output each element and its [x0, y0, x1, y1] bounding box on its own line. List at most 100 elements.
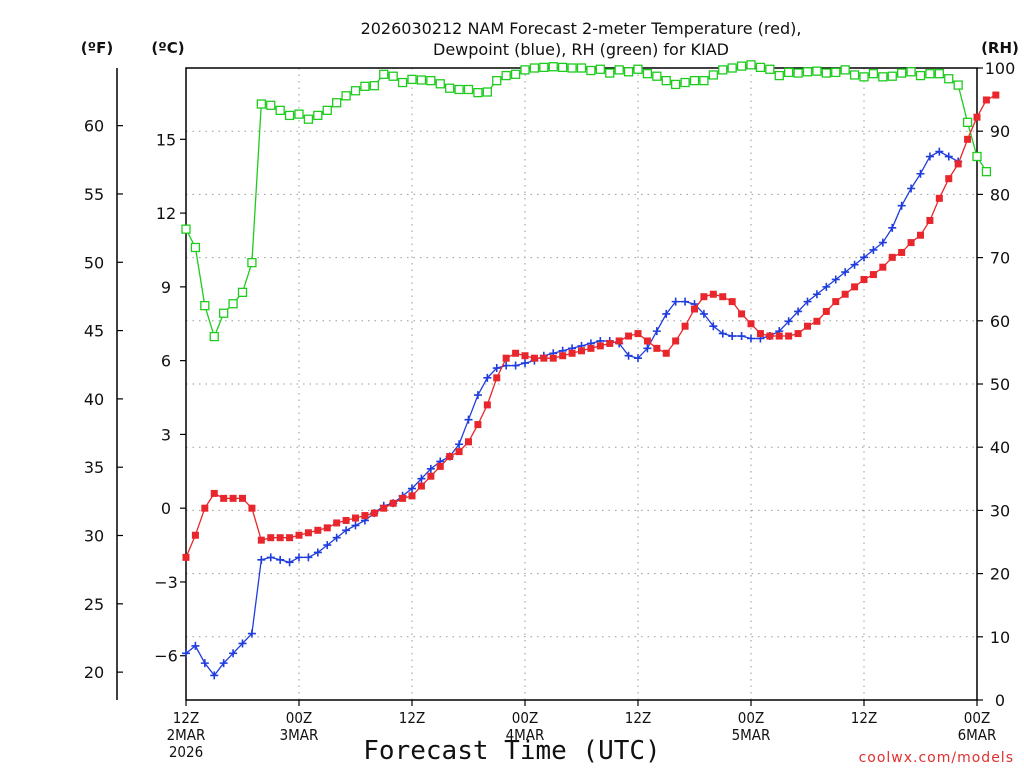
dewpoint-point: [313, 548, 322, 557]
x-tick-label: 12Z: [625, 709, 651, 727]
dewpoint-point: [191, 641, 200, 650]
dewpoint-point: [276, 555, 285, 564]
dewpoint-point: [841, 268, 850, 277]
rh-point: [492, 75, 502, 86]
temperature-point: [625, 332, 633, 340]
rh-point: [209, 331, 219, 342]
chart-title-line-1: 2026030212 NAM Forecast 2-meter Temperat…: [361, 19, 802, 38]
rh-point: [322, 105, 332, 115]
credit-label: coolwx.com/models: [859, 750, 1014, 766]
temperature-point: [813, 317, 821, 325]
dewpoint-point: [784, 317, 793, 326]
dewpoint-point: [483, 373, 492, 382]
rh-point: [576, 63, 587, 73]
x-tick-label: 12Z: [399, 709, 425, 727]
grid-lines: [186, 68, 977, 700]
dewpoint-point: [944, 152, 953, 161]
temperature-point: [427, 472, 435, 480]
temperature-point: [512, 349, 520, 357]
rh-point: [784, 67, 794, 78]
rh-point: [539, 62, 549, 73]
temperature-point: [719, 293, 727, 301]
temperature-point: [530, 354, 538, 362]
rh-tick-label: 80: [990, 185, 1010, 204]
rh-tick-label: 0: [995, 691, 1005, 710]
x-tick-label: 00Z: [964, 709, 990, 727]
x-tick-label: 2026: [169, 743, 203, 761]
temperature-point: [229, 494, 237, 502]
dewpoint-point: [681, 297, 690, 306]
temperature-point: [267, 534, 275, 542]
temperature-point: [888, 253, 896, 261]
temperature-point: [935, 194, 943, 202]
temperature-point: [474, 421, 482, 429]
rh-point: [510, 69, 521, 79]
rh-point: [633, 64, 643, 74]
temperature-point: [465, 438, 472, 446]
temperature-point: [606, 339, 614, 347]
rh-point: [313, 110, 323, 121]
rh-point: [972, 151, 982, 162]
rh-point: [736, 61, 747, 71]
rh-point: [981, 166, 992, 177]
rh-point: [379, 69, 389, 79]
rh-point: [473, 87, 483, 98]
temperature-point: [323, 524, 331, 532]
rh-tick-label: 30: [990, 501, 1010, 520]
temperature-point: [822, 307, 830, 315]
dewpoint-point: [182, 649, 190, 658]
x-tick-label: 5MAR: [732, 726, 771, 744]
dewpoint-point: [822, 282, 831, 291]
temperature-point: [587, 344, 595, 352]
rh-point: [228, 299, 238, 309]
dewpoint-point: [728, 332, 737, 341]
dewpoint-point: [718, 329, 727, 338]
dewpoint-point: [257, 555, 266, 564]
x-tick-label: 00Z: [286, 709, 312, 727]
dewpoint-point: [812, 290, 821, 299]
dewpoint-point: [897, 201, 906, 210]
temperature-point: [954, 160, 962, 168]
dewpoint-point: [831, 275, 840, 284]
temperature-point: [210, 489, 218, 497]
rh-point: [642, 69, 653, 79]
dewpoint-point: [323, 541, 332, 550]
temperature-point: [408, 492, 416, 500]
rh-point: [501, 70, 511, 81]
rh-point: [953, 80, 963, 90]
rh-point: [680, 77, 690, 88]
temperature-point: [380, 504, 388, 512]
temperature-point: [775, 332, 783, 340]
rh-point: [661, 75, 671, 86]
temperature-point: [578, 347, 585, 355]
fahrenheit-tick-label: 30: [84, 527, 104, 546]
temperature-point: [794, 330, 802, 338]
dewpoint-point: [200, 659, 209, 668]
dewpoint-point: [455, 440, 464, 449]
temperature-point: [917, 231, 924, 239]
rh-point: [859, 72, 869, 82]
temperature-point: [860, 275, 868, 283]
rh-point: [407, 74, 417, 85]
temperature-point: [549, 354, 557, 362]
rh-point: [746, 60, 756, 70]
dewpoint-point: [351, 521, 360, 530]
x-axis-title: Forecast Time (UTC): [363, 736, 660, 766]
celsius-tick-label: −6: [154, 647, 178, 666]
temperature-point: [559, 352, 567, 360]
rh-point: [341, 91, 351, 101]
dewpoint-point: [803, 297, 812, 306]
temperature-point: [182, 553, 190, 561]
rh-point: [454, 84, 464, 95]
temperature-point: [747, 320, 755, 328]
rh-point: [840, 65, 850, 75]
dewpoint-point: [332, 533, 341, 542]
dewpoint-point: [511, 361, 520, 370]
dewpoint-point: [266, 553, 275, 562]
temperature-point: [672, 337, 680, 345]
temperature-point: [832, 298, 840, 306]
temperature-point: [493, 374, 501, 382]
rh-point: [849, 70, 860, 80]
rh-point: [605, 68, 615, 78]
